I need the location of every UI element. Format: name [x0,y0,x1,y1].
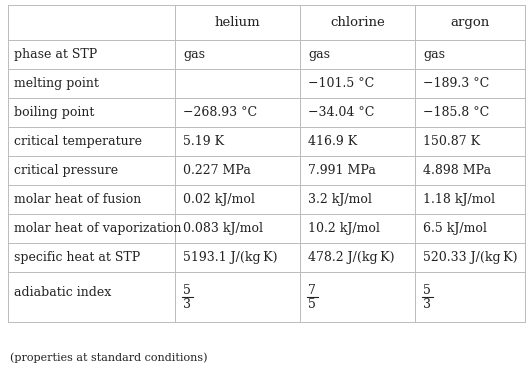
Text: 478.2 J/(kg K): 478.2 J/(kg K) [308,251,395,264]
Text: 416.9 K: 416.9 K [308,135,357,148]
Text: 3.2 kJ/mol: 3.2 kJ/mol [308,193,372,206]
Text: adiabatic index: adiabatic index [14,286,112,300]
Text: 10.2 kJ/mol: 10.2 kJ/mol [308,222,380,235]
Text: −185.8 °C: −185.8 °C [423,106,489,119]
Text: 3: 3 [183,297,191,310]
Text: 5: 5 [183,284,191,297]
Text: 5: 5 [423,284,431,297]
Text: gas: gas [423,48,445,61]
Text: melting point: melting point [14,77,99,90]
Text: 520.33 J/(kg K): 520.33 J/(kg K) [423,251,518,264]
Text: molar heat of vaporization: molar heat of vaporization [14,222,182,235]
Text: phase at STP: phase at STP [14,48,97,61]
Text: 5193.1 J/(kg K): 5193.1 J/(kg K) [183,251,278,264]
Text: 1.18 kJ/mol: 1.18 kJ/mol [423,193,495,206]
Text: critical pressure: critical pressure [14,164,118,177]
Text: critical temperature: critical temperature [14,135,142,148]
Text: −101.5 °C: −101.5 °C [308,77,374,90]
Text: specific heat at STP: specific heat at STP [14,251,140,264]
Text: 4.898 MPa: 4.898 MPa [423,164,491,177]
Text: 0.02 kJ/mol: 0.02 kJ/mol [183,193,255,206]
Text: 5: 5 [308,297,316,310]
Text: chlorine: chlorine [330,16,385,29]
Text: 150.87 K: 150.87 K [423,135,480,148]
Text: 0.227 MPa: 0.227 MPa [183,164,251,177]
Text: 7: 7 [308,284,316,297]
Text: argon: argon [450,16,490,29]
Text: 5.19 K: 5.19 K [183,135,224,148]
Text: 3: 3 [423,297,431,310]
Text: molar heat of fusion: molar heat of fusion [14,193,141,206]
Text: 0.083 kJ/mol: 0.083 kJ/mol [183,222,263,235]
Text: 6.5 kJ/mol: 6.5 kJ/mol [423,222,487,235]
Text: −268.93 °C: −268.93 °C [183,106,257,119]
Text: gas: gas [183,48,205,61]
Text: boiling point: boiling point [14,106,95,119]
Text: (properties at standard conditions): (properties at standard conditions) [10,352,208,363]
Text: helium: helium [215,16,260,29]
Text: gas: gas [308,48,330,61]
Text: −189.3 °C: −189.3 °C [423,77,489,90]
Text: −34.04 °C: −34.04 °C [308,106,374,119]
Text: 7.991 MPa: 7.991 MPa [308,164,376,177]
